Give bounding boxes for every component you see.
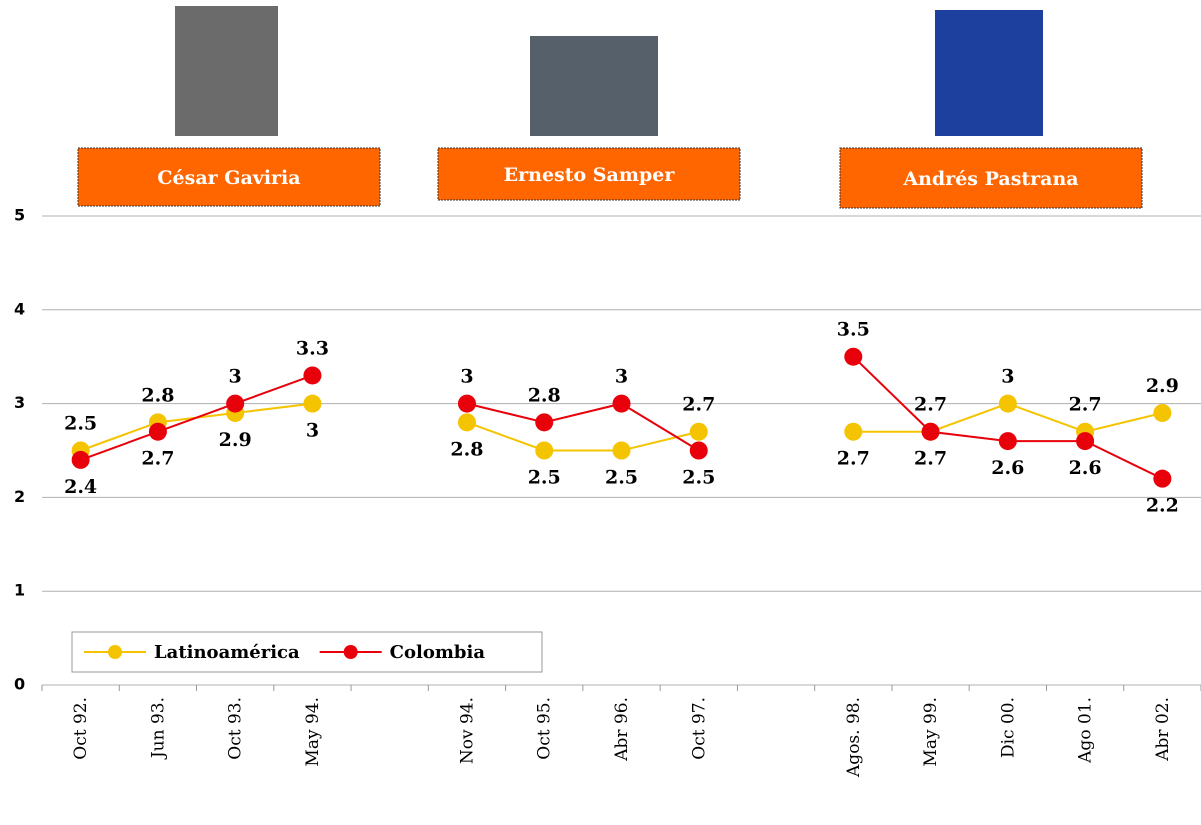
data-label: 2.7 <box>837 448 870 470</box>
data-label: 2.4 <box>64 476 97 498</box>
y-tick-label: 5 <box>14 206 25 225</box>
legend-label: Latinoamérica <box>154 642 300 663</box>
legend-marker <box>108 645 122 659</box>
point <box>535 413 554 432</box>
data-label: 2.7 <box>1069 394 1102 416</box>
legend-label: Colombia <box>390 642 486 663</box>
photo <box>935 10 1043 136</box>
data-label: 2.5 <box>64 413 97 435</box>
point <box>612 441 631 460</box>
point <box>998 394 1017 413</box>
x-tick-label: Nov 94. <box>457 697 477 764</box>
data-label: 2.7 <box>914 394 947 416</box>
legend-box <box>71 631 543 673</box>
x-tick-label: May 94. <box>303 697 323 767</box>
x-tick-label: Oct 93. <box>226 697 246 760</box>
data-label: 3 <box>460 366 473 388</box>
data-label: 2.6 <box>991 457 1024 479</box>
data-label: 3 <box>229 366 242 388</box>
x-tick-label: Agos. 98. <box>844 697 864 778</box>
name-box <box>77 147 381 207</box>
x-tick-label: Abr 96. <box>612 697 632 762</box>
x-tick-label: May 99. <box>921 697 941 767</box>
data-label: 2.8 <box>528 384 561 406</box>
photo <box>175 6 278 136</box>
point <box>71 450 90 469</box>
data-label: 3.5 <box>837 319 870 341</box>
point <box>457 394 476 413</box>
point <box>1076 432 1095 451</box>
point <box>1153 403 1172 422</box>
x-tick-label: Oct 92. <box>71 697 91 760</box>
data-label: 2.5 <box>605 467 638 489</box>
data-label: 2.7 <box>141 448 174 470</box>
point <box>457 413 476 432</box>
name-label: Ernesto Samper <box>504 164 676 186</box>
data-label: 2.9 <box>1146 375 1179 397</box>
x-tick-label: Oct 95. <box>535 697 555 760</box>
name-label: Andrés Pastrana <box>902 168 1078 190</box>
x-tick-label: Abr 02. <box>1153 697 1173 762</box>
point <box>303 394 322 413</box>
data-label: 3 <box>615 366 628 388</box>
data-label: 3.3 <box>296 337 329 359</box>
name-box <box>437 147 741 201</box>
x-tick-label: Oct 97. <box>689 697 709 760</box>
point <box>148 422 167 441</box>
y-tick-label: 2 <box>14 487 25 506</box>
point <box>612 394 631 413</box>
y-tick-label: 3 <box>14 393 25 412</box>
point <box>1153 469 1172 488</box>
point <box>921 422 940 441</box>
data-label: 3 <box>1001 366 1014 388</box>
legend: Latinoamérica Colombia <box>71 631 543 673</box>
legend-marker <box>343 645 358 659</box>
y-tick-label: 1 <box>14 581 25 600</box>
data-label: 2.9 <box>219 429 252 451</box>
point <box>303 366 322 385</box>
x-tick-label: Ago 01. <box>1076 697 1096 764</box>
data-label: 2.6 <box>1069 457 1102 479</box>
point <box>689 441 708 460</box>
data-label: 2.8 <box>141 384 174 406</box>
data-label: 2.7 <box>682 394 715 416</box>
x-tick-label: Dic 00. <box>998 697 1018 758</box>
data-label: 2.5 <box>682 467 715 489</box>
data-label: 3 <box>306 420 319 442</box>
x-tick-label: Jun 93. <box>148 697 168 760</box>
name-box <box>839 147 1143 209</box>
point <box>844 347 863 366</box>
data-label: 2.2 <box>1146 495 1179 517</box>
point <box>535 441 554 460</box>
data-label: 2.8 <box>450 438 483 460</box>
y-tick-label: 0 <box>14 675 25 694</box>
point <box>226 394 245 413</box>
data-label: 2.5 <box>528 467 561 489</box>
name-label: César Gaviria <box>157 167 300 189</box>
point <box>998 432 1017 451</box>
photo <box>530 36 658 136</box>
point <box>844 422 863 441</box>
y-tick-label: 4 <box>14 299 25 318</box>
data-label: 2.7 <box>914 448 947 470</box>
point <box>689 422 708 441</box>
